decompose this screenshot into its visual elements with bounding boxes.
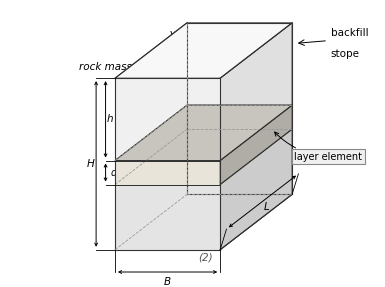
- Text: backfill: backfill: [331, 28, 368, 38]
- Polygon shape: [115, 23, 292, 78]
- Polygon shape: [115, 160, 220, 185]
- Text: layer element: layer element: [275, 132, 362, 162]
- Polygon shape: [187, 105, 292, 194]
- Polygon shape: [115, 194, 292, 250]
- Text: (4): (4): [154, 101, 169, 111]
- Text: stope: stope: [331, 49, 360, 59]
- Text: rock mass: rock mass: [79, 62, 132, 72]
- Text: (3): (3): [261, 128, 275, 138]
- Polygon shape: [115, 105, 292, 160]
- Text: (2): (2): [198, 252, 213, 262]
- Polygon shape: [220, 105, 292, 250]
- Polygon shape: [220, 23, 292, 160]
- Polygon shape: [115, 160, 220, 250]
- Text: dh: dh: [111, 168, 123, 178]
- Text: void space: void space: [170, 30, 226, 39]
- Polygon shape: [220, 105, 292, 185]
- Text: h: h: [107, 114, 113, 124]
- Text: H: H: [87, 159, 95, 169]
- Text: B: B: [164, 277, 171, 287]
- Polygon shape: [187, 23, 292, 105]
- Text: (1): (1): [129, 146, 144, 156]
- Text: L: L: [264, 201, 270, 212]
- Polygon shape: [115, 78, 220, 160]
- Polygon shape: [115, 105, 292, 160]
